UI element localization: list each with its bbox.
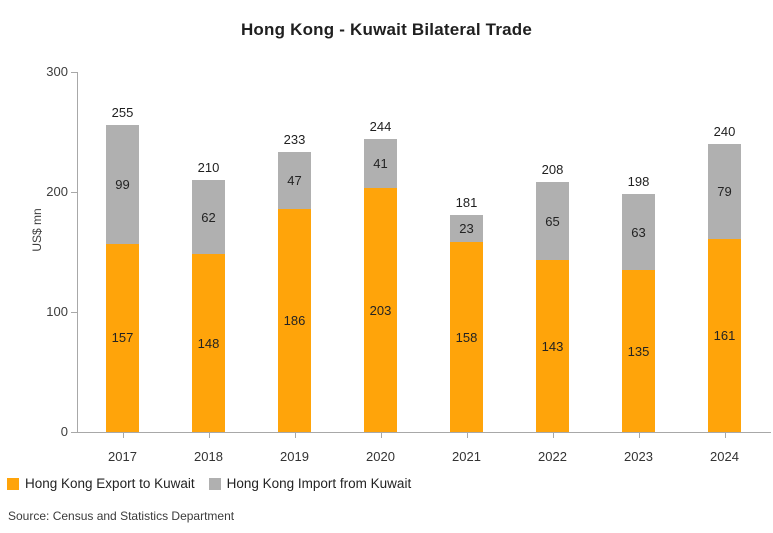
export-bar-segment: 135 [622,270,655,432]
x-tick-mark [122,433,124,438]
import-bar-segment: 47 [278,152,311,209]
export-bar-segment: 143 [536,260,569,432]
x-axis-label: 2021 [452,449,481,464]
y-axis-tick-label: 300 [46,64,68,79]
x-axis-label: 2022 [538,449,567,464]
bar-group-2022: 143 65 208 2022 [536,72,569,464]
x-tick-mark [380,433,382,438]
y-axis-tick-label: 200 [46,184,68,199]
total-value-label: 198 [627,174,650,190]
import-bar-segment: 99 [106,124,139,244]
export-value-label: 143 [541,338,564,354]
bar-group-2017: 157 99 255 2017 [106,72,139,464]
x-tick-mark [208,433,210,438]
export-bar-segment: 186 [278,208,311,432]
import-bar-segment: 23 [450,214,483,243]
bar-group-2019: 186 47 233 2019 [278,72,311,464]
export-legend-swatch [7,477,19,490]
import-bar-segment: 63 [622,194,655,270]
y-axis-title: US$ mn [30,208,44,252]
export-legend-label: Hong Kong Export to Kuwait [25,476,195,491]
import-value-label: 41 [373,156,388,172]
export-value-label: 186 [283,312,306,328]
chart-title: Hong Kong - Kuwait Bilateral Trade [240,20,533,39]
total-value-label: 181 [455,194,478,210]
y-tick-mark [71,192,77,193]
bar-group-2021: 158 23 181 2021 [450,72,483,464]
import-value-label: 65 [545,213,560,229]
import-value-label: 47 [287,173,302,189]
total-value-label: 244 [369,119,392,135]
import-bar-segment: 41 [364,139,397,189]
total-value-label: 233 [283,132,306,148]
y-tick-mark [71,312,77,313]
import-value-label: 62 [201,209,216,225]
x-axis-label: 2017 [108,449,137,464]
plot-area: 0 100 200 300 157 99 255 2017 148 62 210 2018 186 47 2… [46,64,771,464]
import-value-label: 63 [631,224,646,240]
export-bar-segment: 161 [708,238,741,432]
total-value-label: 210 [197,160,220,175]
source-note: Source: Census and Statistics Department [8,509,235,523]
export-bar-segment: 157 [106,243,139,432]
import-value-label: 79 [717,183,732,199]
legend-item-import: Hong Kong Import from Kuwait [208,476,412,491]
export-value-label: 157 [111,330,134,346]
x-axis-label: 2023 [624,449,653,464]
legend: Hong Kong Export to Kuwait Hong Kong Imp… [7,476,411,491]
y-tick-mark [71,432,77,433]
x-tick-mark [466,433,468,438]
x-axis-label: 2020 [366,449,395,464]
export-value-label: 203 [369,302,392,318]
x-tick-mark [724,433,726,438]
x-tick-mark [294,433,296,438]
export-value-label: 158 [455,329,478,345]
import-bar-segment: 79 [708,144,741,239]
total-value-label: 255 [111,104,134,120]
export-value-label: 135 [627,343,650,359]
total-value-label: 240 [713,124,736,139]
x-axis-label: 2019 [280,449,309,464]
bar-group-2018: 148 62 210 2018 [192,72,225,464]
import-value-label: 23 [459,221,474,237]
import-value-label: 99 [115,176,130,192]
export-bar-segment: 203 [364,188,397,432]
bar-group-2020: 203 41 244 2020 [364,72,397,464]
import-legend-label: Hong Kong Import from Kuwait [226,476,412,491]
export-value-label: 148 [197,335,220,351]
legend-item-export: Hong Kong Export to Kuwait [7,476,195,491]
import-bar-segment: 65 [536,182,569,261]
x-tick-mark [638,433,640,438]
export-bar-segment: 148 [192,254,225,432]
x-axis-label: 2024 [710,449,739,464]
y-axis-tick-label: 0 [60,424,68,439]
total-value-label: 208 [541,162,564,178]
x-axis-label: 2018 [194,449,223,464]
import-bar-segment: 62 [192,180,225,255]
bar-group-2024: 161 79 240 2024 [708,72,741,464]
y-tick-mark [71,72,77,73]
export-value-label: 161 [713,327,736,343]
bar-group-2023: 135 63 198 2023 [622,72,655,464]
export-bar-segment: 158 [450,242,483,432]
y-axis-tick-label: 100 [46,304,68,319]
import-legend-swatch [208,477,221,490]
x-tick-mark [552,433,554,438]
